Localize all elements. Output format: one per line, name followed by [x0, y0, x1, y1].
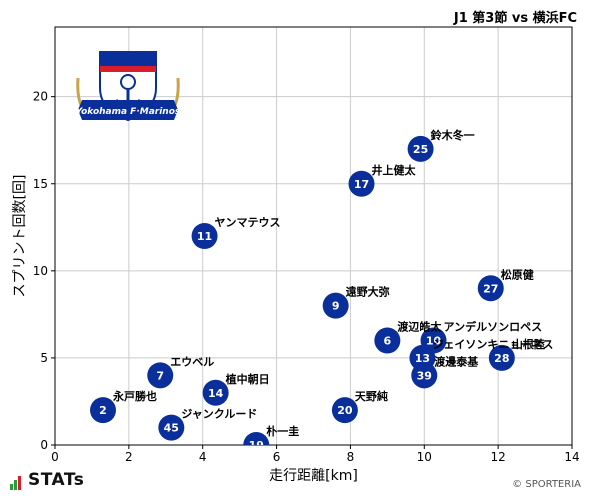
data-point [202, 379, 229, 406]
copyright-text: © SPORTERIA [512, 479, 581, 490]
data-point [147, 362, 174, 389]
point-name-label: エウベル [170, 355, 214, 368]
point-name-label: 山根陸 [512, 337, 545, 351]
chart-title: J1 第3節 vs 横浜FC [453, 11, 577, 26]
point-name-label: 松原健 [501, 267, 535, 281]
point-name-label: ジャンクルード [181, 408, 257, 421]
point-name-label: 天野純 [355, 389, 388, 403]
x-tick-label: 10 [417, 450, 432, 464]
point-name-label: 渡辺皓太 [397, 320, 442, 334]
x-tick-label: 14 [564, 450, 579, 464]
point-number: 2 [99, 404, 107, 417]
data-points: 25 17 11 27 9 6 10 13 28 39 7 14 2 20 45 19 [90, 135, 515, 452]
x-tick-label: 4 [199, 450, 207, 464]
x-tick-label: 12 [491, 450, 506, 464]
point-name-label: 鈴木冬一 [431, 128, 475, 142]
data-point [90, 397, 117, 424]
x-tick-label: 6 [273, 450, 281, 464]
data-point [348, 170, 375, 197]
plot-frame [54, 26, 573, 446]
data-point [191, 223, 218, 249]
y-tick-label: 10 [33, 264, 48, 278]
y-tick-label: 15 [33, 177, 48, 191]
stats-logo-icon [10, 470, 22, 490]
point-number: 20 [337, 404, 353, 417]
point-name-label: ジェイソンキニョーネス [432, 338, 553, 351]
point-number: 6 [384, 335, 392, 348]
data-point [407, 135, 434, 162]
point-name-label: 植中朝日 [225, 372, 270, 386]
point-name-label: 朴一圭 [266, 424, 299, 438]
point-name-label: 渡邊泰基 [434, 354, 479, 368]
y-tick-label: 0 [40, 438, 48, 452]
data-point [331, 397, 358, 424]
point-name-label: 遠野大弥 [346, 285, 390, 299]
data-point [374, 327, 401, 354]
point-number: 14 [208, 387, 224, 400]
data-point [158, 414, 185, 441]
point-number: 11 [197, 230, 212, 243]
y-axis-label: スプリント回数[回] [12, 175, 28, 298]
point-number: 10 [426, 335, 442, 348]
stats-logo: STATs [10, 470, 84, 490]
point-name-label: アンデルソンロペス [444, 320, 543, 334]
point-number: 28 [494, 352, 509, 365]
y-tick-label: 20 [33, 90, 48, 104]
point-number: 17 [354, 178, 369, 191]
axes: 0 2 4 6 8 10 12 14 0 5 10 15 20 [33, 26, 580, 464]
point-name-label: 永戸勝也 [112, 389, 157, 403]
point-number: 27 [483, 282, 498, 295]
badge-text: Yokohama F·Marinos [76, 107, 181, 117]
point-number: 19 [249, 439, 264, 452]
point-number: 45 [164, 422, 179, 435]
stats-logo-text: STATs [28, 470, 85, 490]
point-number: 9 [332, 300, 340, 313]
data-point [411, 362, 438, 389]
x-tick-label: 2 [125, 450, 133, 464]
x-tick-label: 0 [51, 450, 59, 464]
y-tick-label: 5 [40, 351, 48, 365]
point-name-label: ヤンマテウス [215, 216, 281, 229]
data-point [243, 432, 270, 445]
club-badge: Yokohama F·Marinos [76, 51, 181, 122]
point-number: 13 [415, 352, 430, 365]
point-name-label: 井上健太 [372, 163, 417, 177]
data-point [477, 275, 504, 302]
data-point [488, 344, 515, 371]
x-axis-label: 走行距離[km] [269, 467, 358, 484]
x-tick-label: 8 [347, 450, 355, 464]
data-point [322, 292, 349, 319]
point-number: 7 [156, 369, 164, 382]
point-number: 25 [413, 143, 428, 156]
point-number: 39 [417, 369, 432, 382]
